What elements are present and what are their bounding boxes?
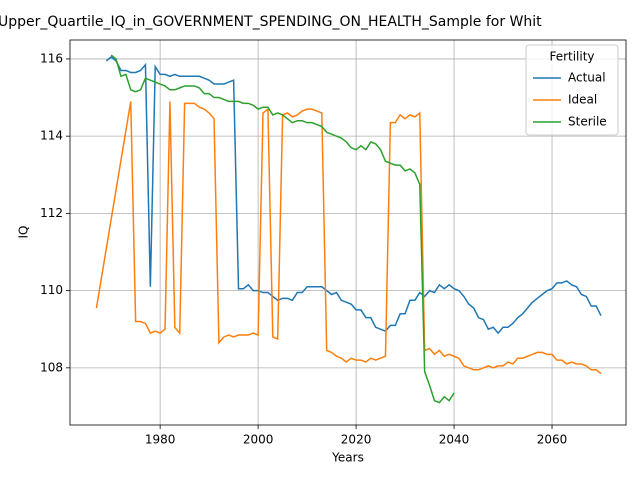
legend-label: Sterile [568,115,607,129]
x-tick-label: 1980 [145,433,176,447]
legend-label: Ideal [568,93,597,107]
legend-label: Actual [568,71,606,85]
y-tick-label: 116 [40,51,63,65]
chart-title: Upper_Quartile_IQ_in_GOVERNMENT_SPENDING… [0,14,542,30]
plot-frame [69,39,627,426]
series-line [95,101,602,375]
legend-title: Fertility [549,50,594,64]
x-tick-label: 2060 [537,433,568,447]
legend-box [525,44,619,136]
series-line [105,56,602,335]
x-tick-label: 2000 [243,433,274,447]
x-axis-label: Years [331,451,364,465]
y-tick-label: 110 [40,283,63,297]
y-tick-label: 108 [40,360,63,374]
series-line [110,54,455,404]
x-tick-label: 2020 [341,433,372,447]
y-tick-label: 114 [40,129,63,143]
y-axis-label: IQ [17,226,31,239]
x-tick-label: 2040 [439,433,470,447]
y-tick-label: 112 [40,206,63,220]
